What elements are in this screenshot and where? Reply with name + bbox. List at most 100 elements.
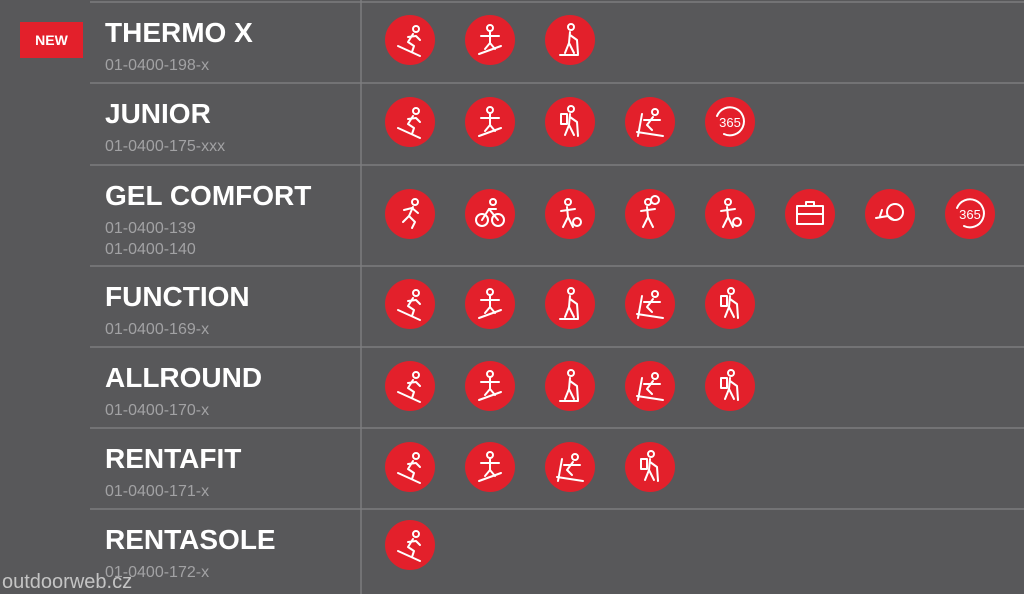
icon-glyph [568,306,575,318]
icon-glyph [732,217,742,227]
row-code: 01-0400-198-x [105,57,209,74]
row-code: 01-0400-139 [105,220,196,237]
row-name: ALLROUND [105,362,262,393]
activity-icon [465,189,515,239]
icon-glyph [724,198,732,206]
icon-glyph [875,215,895,221]
icon-glyph [727,287,735,295]
activity-icon [705,361,755,411]
icon-glyph [491,213,505,227]
row-name: RENTAFIT [105,443,241,474]
icon-glyph [402,215,410,223]
icon-glyph [397,45,421,57]
activity-icon [385,442,435,492]
icon-glyph [720,208,736,212]
icon-glyph [411,198,419,206]
activity-icon [545,361,595,411]
activity-icon [385,520,435,570]
icon-glyph [407,299,421,305]
icon-glyph [729,298,739,319]
row-name: JUNIOR [105,98,211,129]
icon-glyph [569,116,579,137]
activity-icon [625,279,675,329]
icon-circle [945,189,995,239]
icon-glyph [397,127,421,139]
icon-glyph [412,25,420,33]
icon-glyph [478,309,502,319]
icon-glyph [650,195,660,205]
activity-icon [785,189,835,239]
icon-glyph [560,208,576,212]
icon-glyph [407,379,415,399]
icon-circle [705,97,755,147]
icon-glyph [648,469,655,481]
row-name: RENTASOLE [105,524,276,555]
icon-glyph [478,472,502,482]
icon-glyph [478,127,502,137]
icon-glyph [647,450,655,458]
activity-icon [625,361,675,411]
activity-icon [465,442,515,492]
icon-glyph [478,45,502,55]
icon-glyph [636,395,664,401]
icon-glyph [651,372,659,380]
activity-icon [385,361,435,411]
icon-glyph [720,295,728,307]
activity-icon [705,279,755,329]
icon-glyph [805,201,815,207]
activity-icon [385,279,435,329]
icon-label: 365 [959,207,981,222]
icon-glyph [489,198,497,206]
icon-label: 365 [719,115,741,130]
activity-icon [545,279,595,329]
row-code: 01-0400-175-xxx [105,138,225,155]
icon-glyph [568,388,575,400]
icon-glyph [567,23,575,31]
icon-glyph [556,476,584,482]
row-code: 01-0400-171-x [105,483,209,500]
icon-glyph [397,550,421,562]
row-code: 01-0400-140 [105,241,196,258]
icon-glyph [647,216,654,228]
icon-glyph [403,207,419,214]
icon-glyph [568,42,575,54]
icon-glyph [651,108,659,116]
icon-glyph [569,298,579,319]
new-badge-text: NEW [35,32,68,48]
icon-glyph [649,461,659,482]
icon-glyph [412,107,420,115]
activity-icon [625,189,675,239]
activity-icon [385,15,435,65]
row-code: 01-0400-170-x [105,402,209,419]
icon-glyph [407,460,415,480]
activity-icon [465,361,515,411]
activity-icon [385,97,435,147]
activity-icon [465,279,515,329]
icon-glyph [728,388,735,400]
icon-glyph [564,198,572,206]
icon-glyph [475,213,489,227]
row-code: 01-0400-172-x [105,564,209,581]
icon-glyph [727,369,735,377]
icon-glyph [407,33,415,53]
icon-glyph [636,131,664,137]
icon-glyph [397,391,421,403]
icon-glyph [407,540,421,546]
icon-glyph [407,381,421,387]
icon-glyph [412,371,420,379]
activity-icon [465,97,515,147]
icon-glyph [407,297,415,317]
icon-glyph [569,380,579,401]
icon-glyph [560,113,568,125]
icon-circle [465,189,515,239]
icon-glyph [478,391,502,401]
icon-glyph [412,452,420,460]
icon-glyph [572,217,582,227]
icon-glyph [728,306,735,318]
icon-glyph [412,289,420,297]
new-badge [20,22,83,58]
icon-glyph [571,453,579,461]
icon-glyph [568,124,575,136]
activity-icon [545,442,595,492]
